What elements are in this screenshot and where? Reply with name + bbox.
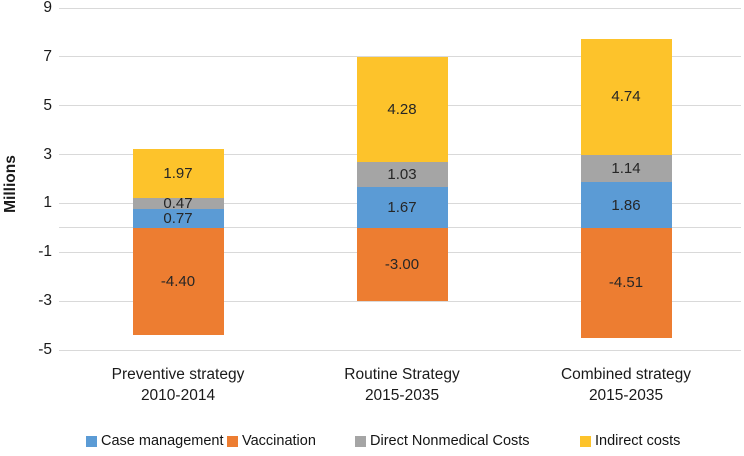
y-tick-label: -3 <box>38 292 52 310</box>
gridline <box>59 56 741 58</box>
category-label: Routine Strategy 2015-2035 <box>344 366 460 404</box>
bar-value-label: -4.51 <box>608 274 644 292</box>
legend-label: Direct Nonmedical Costs <box>370 433 530 449</box>
gridline <box>59 300 741 302</box>
y-tick-label: 3 <box>43 145 52 163</box>
legend-label: Indirect costs <box>595 433 681 449</box>
legend-item: Vaccination <box>227 433 316 449</box>
bar-value-label: 1.03 <box>387 165 417 183</box>
bar-segment: 0.47 <box>132 194 224 212</box>
bar-value-label: 4.28 <box>387 101 417 119</box>
bar-segment: 1.03 <box>356 161 448 188</box>
bar-value-label: 1.14 <box>611 159 641 177</box>
y-tick-label: 5 <box>43 96 52 114</box>
bar-value-label: 1.67 <box>387 198 417 216</box>
bar-segment: 4.28 <box>356 57 448 162</box>
category-label: Preventive strategy 2010-2014 <box>111 366 245 404</box>
y-tick-label: 7 <box>43 47 52 65</box>
bar-segment: -4.51 <box>580 227 672 339</box>
legend-item: Indirect costs <box>580 433 680 449</box>
category-label: Combined strategy 2015-2035 <box>560 366 692 404</box>
gridline <box>59 349 741 351</box>
bar-value-label: 0.77 <box>163 209 193 227</box>
legend-item: Case management <box>86 433 224 449</box>
y-tick-label: -5 <box>38 341 52 358</box>
bar-segment: 0.77 <box>132 209 224 228</box>
legend-swatch-icon <box>227 435 238 447</box>
bar-value-label: 0.47 <box>163 194 193 212</box>
legend-swatch-icon <box>86 435 97 447</box>
legend-swatch-icon <box>580 435 591 447</box>
legend-item: Direct Nonmedical Costs <box>355 433 530 449</box>
bar-segment: 4.74 <box>580 38 672 155</box>
bar-segment: -4.40 <box>132 227 224 336</box>
legend-label: Case management <box>101 433 224 449</box>
y-axis-title: Millions <box>2 155 19 213</box>
bar-value-label: -3.00 <box>384 255 420 273</box>
bar-segment: 1.86 <box>580 182 672 228</box>
gridline <box>59 7 741 9</box>
y-tick-label: -1 <box>38 243 52 261</box>
bar-value-label: 1.97 <box>163 164 193 182</box>
legend-label: Vaccination <box>242 433 316 449</box>
y-tick-label: 1 <box>43 194 52 212</box>
bar-segment: 1.14 <box>580 154 672 183</box>
bar-segment: -3.00 <box>356 227 448 302</box>
bar-segment: 1.97 <box>132 149 224 198</box>
bar-value-label: 1.86 <box>611 196 641 214</box>
bar-value-label: 4.74 <box>611 88 641 106</box>
legend-swatch-icon <box>355 435 366 447</box>
bar-value-label: -4.40 <box>160 273 196 291</box>
bar-segment: 1.67 <box>356 187 448 228</box>
y-tick-label: 9 <box>43 0 52 16</box>
